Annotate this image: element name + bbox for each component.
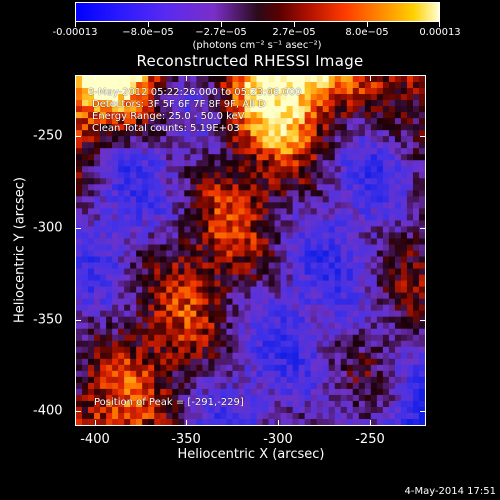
colorbar-ticks: [75, 22, 440, 28]
heatmap-image: [76, 76, 425, 425]
info-energy-range: Energy Range: 25.0 - 50.0 keV: [92, 111, 245, 122]
info-peak-position: Position of Peak = [-291,-229]: [94, 397, 244, 408]
image-title: Reconstructed RHESSI Image: [136, 52, 364, 70]
rhessi-image-plot: [75, 75, 426, 426]
xtick-label: -400: [80, 432, 110, 447]
colorbar-label-0: -0.00013: [52, 27, 98, 38]
y-axis-label: Heliocentric Y (arcsec): [12, 177, 28, 323]
colorbar-label-5: 0.00013: [419, 27, 461, 38]
xtick-label: -300: [263, 432, 293, 447]
info-total-counts: Clean Total counts: 5.19E+03: [92, 123, 240, 134]
ytick-label: -300: [33, 220, 63, 236]
ytick-label: -250: [33, 128, 63, 144]
xtick-label: -350: [171, 432, 201, 447]
info-detectors: Detectors: 3F 5F 6F 7F 8F 9F, All D: [92, 99, 266, 110]
colorbar-label-3: 2.7e−05: [272, 27, 316, 38]
x-axis-label: Heliocentric X (arcsec): [177, 447, 325, 462]
xtick-label: -250: [355, 432, 385, 447]
ytick-label: -350: [33, 312, 63, 328]
colorbar-label-1: −8.0e−05: [122, 27, 174, 38]
ytick-label: -400: [33, 403, 63, 419]
plot-timestamp: 4-May-2014 17:51: [404, 486, 496, 497]
colorbar-label-2: −2.7e−05: [195, 27, 247, 38]
colorbar-units: (photons cm⁻² s⁻¹ asec⁻²): [192, 40, 322, 51]
info-time-range: 3-May-2012 05:22:26.000 to 05:23:06.000: [88, 87, 302, 98]
colorbar: [75, 2, 440, 22]
colorbar-label-4: 8.0e−05: [345, 27, 389, 38]
